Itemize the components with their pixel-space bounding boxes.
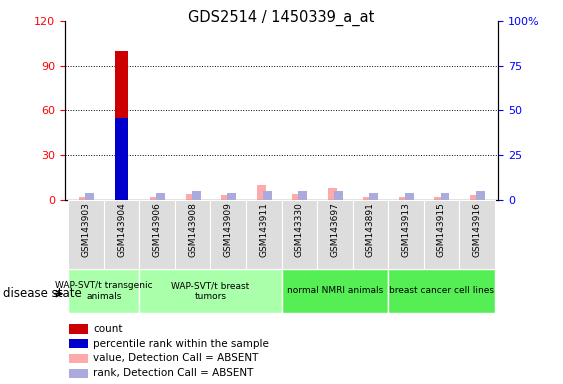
Text: breast cancer cell lines: breast cancer cell lines <box>389 286 494 295</box>
Text: GSM143913: GSM143913 <box>401 202 410 257</box>
Bar <box>263 191 272 200</box>
Bar <box>282 200 317 269</box>
Text: GSM143908: GSM143908 <box>188 202 197 257</box>
Bar <box>69 339 87 348</box>
Text: GSM143915: GSM143915 <box>437 202 446 257</box>
Bar <box>79 197 88 200</box>
Bar <box>69 369 87 378</box>
Bar <box>157 192 165 200</box>
Bar <box>186 194 194 200</box>
Text: GSM143906: GSM143906 <box>153 202 162 257</box>
Text: percentile rank within the sample: percentile rank within the sample <box>93 339 269 349</box>
Text: GSM143330: GSM143330 <box>295 202 304 257</box>
Text: WAP-SVT/t breast
tumors: WAP-SVT/t breast tumors <box>171 281 249 301</box>
Bar <box>175 200 211 269</box>
Bar <box>388 269 495 313</box>
Bar <box>221 195 230 200</box>
Bar <box>115 51 128 200</box>
Text: rank, Detection Call = ABSENT: rank, Detection Call = ABSENT <box>93 368 254 378</box>
Bar <box>459 200 495 269</box>
Bar <box>434 197 443 200</box>
Text: GSM143911: GSM143911 <box>259 202 268 257</box>
Text: disease state: disease state <box>3 287 82 300</box>
Text: GDS2514 / 1450339_a_at: GDS2514 / 1450339_a_at <box>188 10 375 26</box>
Bar <box>211 200 246 269</box>
Bar <box>476 191 485 200</box>
Bar <box>405 192 414 200</box>
Bar <box>423 200 459 269</box>
Bar <box>363 197 372 200</box>
Bar <box>140 200 175 269</box>
Bar <box>298 191 307 200</box>
Bar <box>104 200 140 269</box>
Bar <box>282 269 388 313</box>
Text: GSM143916: GSM143916 <box>472 202 481 257</box>
Text: GSM143697: GSM143697 <box>330 202 339 257</box>
Bar <box>440 192 449 200</box>
Text: GSM143891: GSM143891 <box>366 202 375 257</box>
Bar <box>334 191 343 200</box>
Bar <box>470 195 479 200</box>
Text: GSM143904: GSM143904 <box>117 202 126 257</box>
Bar <box>150 197 159 200</box>
Text: WAP-SVT/t transgenic
animals: WAP-SVT/t transgenic animals <box>55 281 153 301</box>
Bar <box>85 192 94 200</box>
Bar <box>388 200 423 269</box>
Bar <box>68 269 140 313</box>
Bar <box>115 118 128 200</box>
Bar <box>317 200 352 269</box>
Bar <box>257 185 266 200</box>
Bar <box>227 192 236 200</box>
Bar <box>69 354 87 363</box>
Bar <box>328 188 337 200</box>
Bar <box>140 269 282 313</box>
Bar <box>246 200 282 269</box>
Bar <box>68 200 104 269</box>
Text: GSM143909: GSM143909 <box>224 202 233 257</box>
Text: value, Detection Call = ABSENT: value, Detection Call = ABSENT <box>93 353 259 364</box>
Text: GSM143903: GSM143903 <box>82 202 91 257</box>
Text: normal NMRI animals: normal NMRI animals <box>287 286 383 295</box>
Bar <box>369 192 378 200</box>
Bar <box>69 324 87 334</box>
Bar <box>192 191 200 200</box>
Bar <box>352 200 388 269</box>
Text: count: count <box>93 324 123 334</box>
Bar <box>292 194 301 200</box>
Bar <box>399 197 408 200</box>
